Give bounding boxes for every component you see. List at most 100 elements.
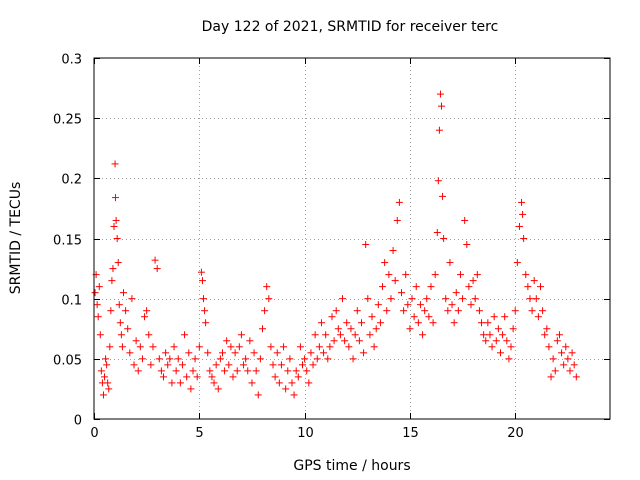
data-point [436, 90, 444, 98]
data-point [518, 198, 526, 206]
data-point [433, 228, 441, 236]
data-point [519, 210, 527, 218]
data-point [372, 325, 380, 333]
data-point [134, 367, 142, 375]
y-tick-label: 0.3 [61, 53, 82, 68]
data-point [305, 379, 313, 387]
data-point [290, 391, 298, 399]
data-point [336, 331, 344, 339]
data-point [515, 222, 523, 230]
data-point [250, 349, 258, 357]
data-point [389, 247, 397, 255]
data-point [233, 367, 241, 375]
data-point [330, 337, 338, 345]
data-point [438, 102, 446, 110]
data-point [183, 373, 191, 381]
data-point [126, 349, 134, 357]
data-point [423, 295, 431, 303]
x-tick-label: 5 [195, 426, 203, 441]
data-point [450, 319, 458, 327]
data-point [427, 283, 435, 291]
data-point [494, 325, 502, 333]
data-point [119, 289, 127, 297]
data-point [122, 307, 130, 315]
data-point [528, 307, 536, 315]
data-point [91, 289, 99, 297]
data-point [267, 343, 275, 351]
data-point [223, 337, 231, 345]
data-point [459, 295, 467, 303]
data-point [136, 343, 144, 351]
data-point [419, 331, 427, 339]
data-point [277, 361, 285, 369]
data-point [524, 283, 532, 291]
data-point [383, 307, 391, 315]
data-point [155, 355, 163, 363]
data-point [566, 367, 574, 375]
data-point [101, 373, 109, 381]
data-point [105, 385, 113, 393]
data-point [132, 337, 140, 345]
x-tick-label: 10 [297, 426, 314, 441]
x-tick-label: 20 [507, 426, 524, 441]
data-point [439, 192, 447, 200]
data-point [93, 301, 101, 309]
data-point [282, 385, 290, 393]
data-point [258, 325, 266, 333]
tick-labels: 0 5 10 15 20 0 0.05 0.1 0.15 0.2 0.25 0.3 [53, 53, 524, 442]
data-point [486, 331, 494, 339]
data-point [218, 349, 226, 357]
data-point [558, 349, 566, 357]
data-point [107, 307, 115, 315]
data-point [117, 331, 125, 339]
data-point [414, 319, 422, 327]
data-point [385, 271, 393, 279]
data-point [212, 361, 220, 369]
data-point [193, 373, 201, 381]
data-point [347, 325, 355, 333]
y-tick-label: 0.1 [61, 294, 82, 309]
data-point [475, 307, 483, 315]
data-point [221, 367, 229, 375]
data-point [381, 259, 389, 267]
data-point [288, 379, 296, 387]
data-point [157, 367, 165, 375]
data-point [520, 235, 528, 242]
data-point [425, 313, 433, 321]
data-point [95, 283, 103, 291]
data-point [237, 331, 245, 339]
data-point [440, 235, 448, 242]
data-point [456, 271, 464, 279]
data-point [294, 373, 302, 381]
x-axis-label: GPS time / hours [293, 458, 410, 474]
data-point [118, 343, 126, 351]
data-point [366, 331, 374, 339]
data-point [102, 355, 110, 363]
data-point [110, 222, 118, 230]
data-point [376, 319, 384, 327]
data-point [539, 307, 547, 315]
data-point [408, 295, 416, 303]
data-point [198, 277, 206, 285]
data-point [124, 325, 132, 333]
data-point [162, 349, 170, 357]
data-point [296, 343, 304, 351]
data-point [564, 355, 572, 363]
data-point [560, 361, 568, 369]
data-point [187, 385, 195, 393]
data-point [351, 331, 359, 339]
data-point [229, 373, 237, 381]
data-point [349, 355, 357, 363]
data-point [178, 361, 186, 369]
data-point [421, 307, 429, 315]
data-point [206, 367, 214, 375]
data-point [145, 331, 153, 339]
data-point [522, 271, 530, 279]
data-point [463, 241, 471, 249]
data-point [153, 265, 161, 273]
data-point [545, 343, 553, 351]
data-point [549, 355, 557, 363]
data-point [416, 301, 424, 309]
data-point [225, 361, 233, 369]
data-point [174, 355, 182, 363]
